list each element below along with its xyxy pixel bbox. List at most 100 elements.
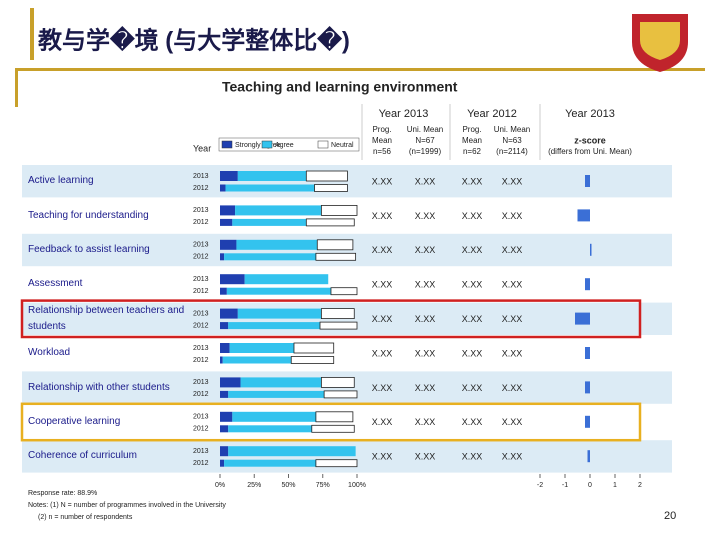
table-cell: X.XX — [372, 245, 393, 255]
category-label: Active learning — [28, 175, 94, 187]
row-background — [22, 440, 672, 473]
column-header: Uni. Mean — [407, 125, 443, 134]
year-label: 2013 — [193, 276, 209, 283]
z-bar — [575, 312, 590, 325]
z-bar — [585, 347, 590, 359]
bar-segment — [220, 411, 233, 422]
bar-segment — [315, 252, 357, 261]
column-header: Prog. — [372, 125, 391, 134]
bar-segment — [228, 446, 356, 457]
bar-segment — [305, 170, 348, 182]
year-header: Year — [193, 143, 211, 153]
z-bar — [587, 450, 590, 463]
year-label: 2012 — [193, 357, 209, 364]
bar-segment — [320, 308, 355, 320]
z-tick-label: 2 — [638, 482, 642, 489]
z-bar — [590, 243, 592, 256]
table-cell: X.XX — [462, 176, 483, 186]
table-cell: X.XX — [415, 176, 436, 186]
z-bar — [577, 209, 590, 222]
bar-segment — [220, 239, 237, 250]
bar-segment — [316, 239, 354, 251]
bar-segment — [315, 411, 354, 423]
bar-segment — [244, 274, 329, 285]
column-header: Mean — [462, 136, 482, 145]
column-header: (n=1999) — [409, 147, 442, 156]
chart-title: Teaching and learning environment — [222, 79, 458, 95]
z-tick-label: 1 — [613, 482, 617, 489]
bar-segment — [237, 171, 307, 181]
column-header: Prog. — [462, 125, 481, 134]
column-header: n=62 — [463, 147, 482, 156]
slide-title: 教与学�境 (与大学整体比�) — [38, 25, 350, 54]
x-tick-label: 50% — [281, 482, 295, 489]
bar-segment — [235, 205, 322, 216]
bar-segment — [232, 411, 316, 422]
bar-segment — [220, 274, 245, 285]
table-cell: X.XX — [415, 314, 436, 324]
year-label: 2013 — [193, 242, 209, 249]
bar-segment — [232, 218, 307, 226]
table-cell: X.XX — [415, 383, 436, 393]
year-label: 2012 — [193, 426, 209, 433]
bar-segment — [226, 287, 331, 295]
accent-bar — [30, 8, 34, 60]
year-label: 2013 — [193, 310, 209, 317]
x-tick-label: 0% — [215, 482, 225, 489]
accent-bar — [15, 71, 18, 107]
bar-segment — [220, 171, 238, 181]
bar-segment — [237, 308, 322, 319]
table-cell: X.XX — [372, 383, 393, 393]
legend-swatch — [261, 140, 273, 149]
year-label: 2012 — [193, 322, 209, 329]
table-cell: X.XX — [415, 417, 436, 427]
table-cell: X.XX — [462, 452, 483, 462]
z-tick-label: -1 — [562, 482, 568, 489]
year-label: 2013 — [193, 379, 209, 386]
table-cell: X.XX — [372, 176, 393, 186]
table-cell: X.XX — [502, 452, 523, 462]
column-header: Mean — [372, 136, 392, 145]
category-label: Teaching for understanding — [28, 209, 149, 221]
table-cell: X.XX — [372, 211, 393, 221]
bar-segment — [220, 343, 230, 353]
bar-segment — [320, 376, 355, 388]
year-label: 2012 — [193, 391, 209, 398]
bar-segment — [320, 204, 358, 216]
bar-segment — [228, 425, 312, 433]
bar-segment — [236, 239, 318, 250]
legend-label: Neutral — [331, 142, 354, 149]
bar-segment — [293, 342, 335, 354]
table-cell: X.XX — [372, 348, 393, 358]
table-cell: X.XX — [415, 280, 436, 290]
year-label: 2013 — [193, 414, 209, 421]
bar-segment — [314, 184, 348, 192]
category-label: Coherence of curriculum — [28, 450, 137, 462]
bar-segment — [225, 184, 315, 192]
page-number: 20 — [664, 510, 676, 522]
logo — [632, 14, 688, 72]
z-title: z-score — [574, 135, 606, 145]
table-cell: X.XX — [415, 211, 436, 221]
z-bar — [585, 175, 590, 187]
z-tick-label: 0 — [588, 482, 592, 489]
legend-frame — [218, 137, 360, 152]
highlight — [20, 402, 642, 442]
category-label: Workload — [28, 347, 71, 359]
table-cell: X.XX — [462, 211, 483, 221]
group-header: Year 2012 — [467, 108, 517, 120]
table-cell: X.XX — [462, 348, 483, 358]
note: (2) n = number of respondents — [38, 514, 133, 521]
year-label: 2013 — [193, 173, 209, 180]
category-label: Relationship with other students — [28, 381, 170, 393]
column-header: n=56 — [373, 147, 392, 156]
legend-label: Agree — [275, 142, 294, 149]
category-label: Cooperative learning — [28, 415, 121, 427]
legend-swatch — [221, 140, 233, 149]
note: Response rate: 88.9% — [28, 490, 97, 497]
bar-segment — [229, 343, 294, 353]
bar-segment — [220, 322, 229, 330]
bar-segment — [220, 287, 227, 295]
z-bar — [585, 381, 590, 394]
